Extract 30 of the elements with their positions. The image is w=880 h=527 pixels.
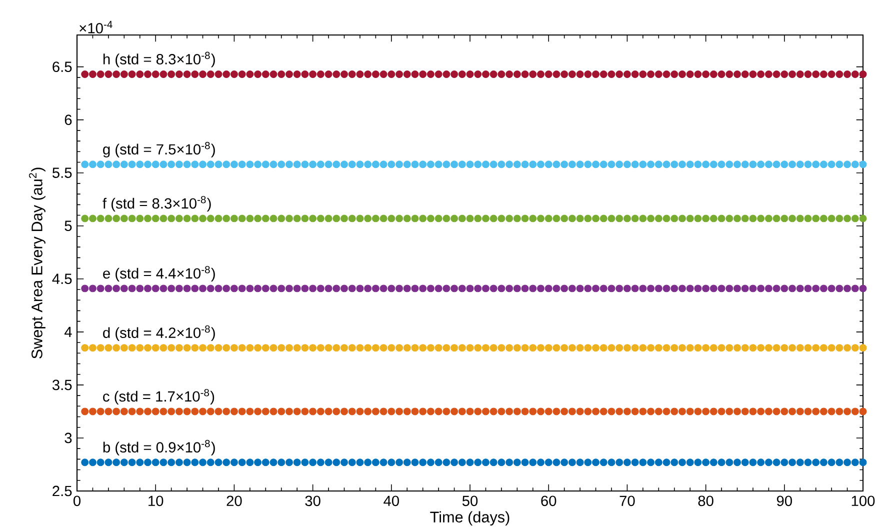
x-tick-label: 80 — [698, 496, 714, 506]
x-tick-label: 40 — [384, 496, 399, 506]
y-axis-title: Swept Area Every Day (au$^{2}$) — [28, 168, 46, 359]
x-tick-label: 10 — [148, 496, 164, 506]
x-tick-label: 90 — [776, 496, 792, 506]
y-tick-label: 5.5 — [52, 168, 72, 178]
y-tick-label: 3.5 — [52, 380, 72, 390]
y-tick-label: 6.5 — [52, 62, 72, 72]
y-tick-label: 5 — [64, 220, 72, 231]
series-label: b (std = 0.9×10$^{-8}$) — [103, 440, 215, 456]
series-label: g (std = 7.5×10$^{-8}$) — [103, 142, 215, 158]
y-tick-label: 4 — [64, 326, 72, 337]
series-label: e (std = 4.4×10$^{-8}$) — [103, 266, 215, 282]
text: ×10$^{-4}$ — [80, 20, 112, 34]
series-label: h (std = 8.3×10$^{-8}$) — [103, 52, 215, 68]
x-tick-label: 100 — [852, 496, 875, 506]
series-label: d (std = 4.2×10$^{-8}$) — [103, 325, 215, 341]
x-tick-label: 60 — [541, 496, 556, 506]
y-tick-label: 6 — [64, 114, 72, 126]
series-label: c (std = 1.7×10$^{-8}$) — [103, 389, 214, 405]
y-tick-label: 2.5 — [52, 486, 72, 496]
series-label: f (std = 8.3×10$^{-8}$) — [102, 196, 211, 212]
y-tick-label: 3 — [64, 432, 72, 444]
x-tick-label: 70 — [620, 496, 635, 506]
x-tick-label: 50 — [462, 496, 478, 506]
x-tick-label: 0 — [73, 496, 80, 506]
x-tick-label: 20 — [226, 496, 242, 506]
x-axis-title: Time (days) — [430, 511, 510, 526]
y-tick-label: 4.5 — [52, 274, 72, 284]
x-tick-label: 30 — [305, 496, 320, 506]
